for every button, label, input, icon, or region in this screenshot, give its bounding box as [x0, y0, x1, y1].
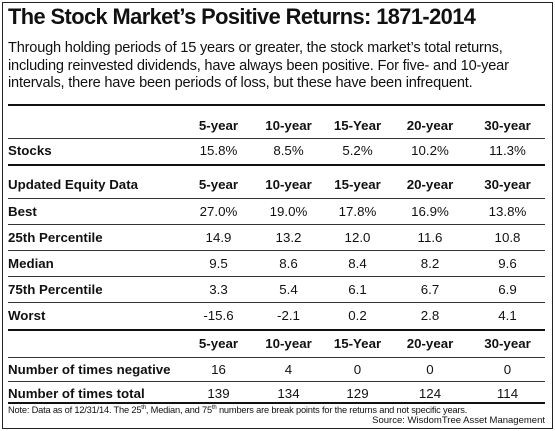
- table-cell: 27.0%: [199, 203, 238, 219]
- table-cell: 0.2: [348, 307, 367, 323]
- row-label: Best: [8, 203, 37, 219]
- table1-header-row: 5-year 10-year 15-Year 20-year 30-year: [8, 116, 545, 134]
- column-header: 20-year: [406, 335, 454, 351]
- table-cell: 9.6: [498, 255, 517, 271]
- table-cell: 2.8: [420, 307, 440, 323]
- table2-header-row: Updated Equity Data 5-year 10-year 15-ye…: [8, 175, 545, 193]
- table-cell: 0: [426, 361, 434, 377]
- row-label: 25th Percentile: [8, 229, 103, 245]
- table-row: Median 9.5 8.6 8.4 8.2 9.6: [8, 254, 545, 272]
- divider: [8, 224, 545, 225]
- column-header: 30-year: [484, 117, 531, 133]
- table-cell: 14.9: [205, 229, 232, 245]
- table-cell: 4.1: [498, 307, 517, 323]
- table-cell: 10.8: [494, 229, 521, 245]
- table2-header-label: Updated Equity Data: [8, 176, 139, 192]
- intro-paragraph: Through holding periods of 15 years or g…: [8, 40, 509, 91]
- table3-header-row: 5-year 10-year 15-Year 20-year 30-year: [8, 334, 545, 352]
- divider: [8, 164, 545, 166]
- source-credit: Source: WisdomTree Asset Management: [372, 415, 545, 426]
- table-cell: 13.8%: [488, 203, 527, 219]
- column-header: 30-year: [484, 335, 531, 351]
- column-header: 10-year: [265, 176, 312, 192]
- table-cell: 129: [346, 385, 369, 401]
- table-cell: 8.5%: [273, 142, 304, 158]
- column-header: 5-year: [198, 335, 239, 351]
- table-cell: 0: [503, 361, 512, 377]
- table-cell: -2.1: [277, 307, 300, 323]
- footnote-superscript: th: [141, 404, 146, 411]
- column-header: 10-year: [265, 117, 312, 133]
- table-cell: 5.2%: [342, 142, 373, 158]
- divider-bottom: [8, 402, 545, 404]
- table-row: Number of times negative 16 4 0 0 0: [8, 360, 545, 378]
- divider: [8, 329, 545, 331]
- divider: [8, 138, 545, 139]
- table-cell: 11.3%: [489, 142, 526, 158]
- table-cell: 6.7: [420, 281, 440, 297]
- row-label: Number of times total: [8, 385, 145, 401]
- row-label: 75th Percentile: [8, 281, 103, 297]
- table-row: Best 27.0% 19.0% 17.8% 16.9% 13.8%: [8, 202, 545, 220]
- column-header: 30-year: [484, 176, 531, 192]
- table-cell: 8.6: [279, 255, 298, 271]
- table-cell: 11.6: [417, 229, 443, 245]
- footnote-text: , Median, and 75: [145, 405, 212, 415]
- table-cell: 139: [207, 385, 230, 401]
- divider: [8, 276, 545, 277]
- divider: [8, 302, 545, 303]
- table-cell: 12.0: [344, 229, 371, 245]
- divider: [8, 198, 545, 199]
- column-header: 15-Year: [333, 117, 382, 133]
- column-header: 5-year: [198, 176, 239, 192]
- footnote-text: numbers are break points for the returns…: [216, 405, 468, 415]
- column-header: 20-year: [406, 117, 454, 133]
- table-cell: 8.2: [420, 255, 440, 271]
- divider: [8, 357, 545, 358]
- table-cell: 3.3: [209, 281, 228, 297]
- row-label: Number of times negative: [8, 361, 171, 377]
- table-row: Stocks 15.8% 8.5% 5.2% 10.2% 11.3%: [8, 141, 545, 159]
- table-cell: 5.4: [279, 281, 298, 297]
- table-cell: 13.2: [275, 229, 302, 245]
- table-cell: 19.0%: [269, 203, 308, 219]
- table-row: 75th Percentile 3.3 5.4 6.1 6.7 6.9: [8, 280, 545, 298]
- table-cell: 134: [277, 385, 300, 401]
- table-cell: 16.9%: [411, 203, 449, 219]
- row-label: Worst: [8, 307, 46, 323]
- divider: [8, 250, 545, 251]
- page-title: The Stock Market’s Positive Returns: 187…: [8, 4, 476, 29]
- table-row: Worst -15.6 -2.1 0.2 2.8 4.1: [8, 306, 545, 324]
- table-cell: -15.6: [203, 307, 234, 323]
- column-header: 20-year: [406, 176, 454, 192]
- column-header: 15-Year: [333, 335, 382, 351]
- table-cell: 114: [496, 385, 519, 401]
- table-cell: 16: [211, 361, 226, 377]
- table-cell: 17.8%: [338, 203, 377, 219]
- table-cell: 124: [418, 385, 442, 401]
- divider: [8, 381, 545, 382]
- table-row: Number of times total 139 134 129 124 11…: [8, 384, 545, 402]
- footnote-text: Note: Data as of 12/31/14. The 25: [8, 405, 142, 415]
- table-cell: 8.4: [348, 255, 367, 271]
- row-label: Median: [8, 255, 54, 271]
- row-label: Stocks: [8, 142, 52, 158]
- column-header: 15-year: [334, 176, 381, 192]
- table-cell: 6.1: [348, 281, 367, 297]
- table-cell: 0: [353, 361, 362, 377]
- table-row: 25th Percentile 14.9 13.2 12.0 11.6 10.8: [8, 228, 545, 246]
- table-cell: 10.2%: [411, 142, 449, 158]
- column-header: 10-year: [265, 335, 312, 351]
- column-header: 5-year: [198, 117, 239, 133]
- table-cell: 15.8%: [199, 142, 238, 158]
- footnote-superscript: th: [211, 404, 217, 411]
- divider-top: [8, 104, 545, 106]
- footnote: Note: Data as of 12/31/14. The 25th, Med…: [8, 405, 467, 415]
- table-cell: 4: [284, 361, 293, 377]
- table-cell: 9.5: [209, 255, 228, 271]
- table-cell: 6.9: [498, 281, 517, 297]
